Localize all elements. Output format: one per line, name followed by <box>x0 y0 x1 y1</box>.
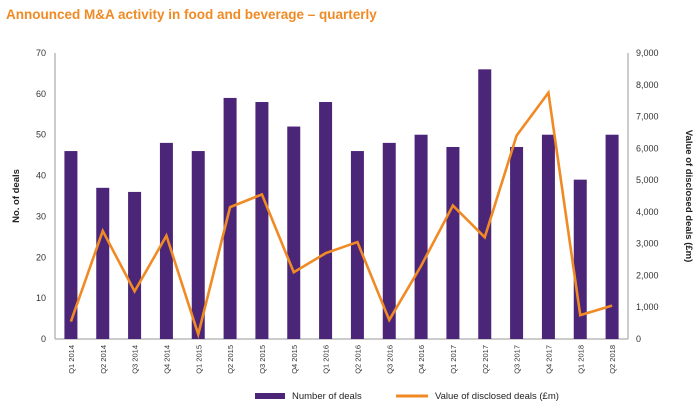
deals-bar <box>414 134 428 339</box>
deals-bar <box>191 151 205 339</box>
x-tick-label: Q3 2015 <box>258 345 267 374</box>
deals-bar <box>287 126 301 340</box>
x-tick-label: Q4 2017 <box>544 345 553 374</box>
x-tick-label: Q2 2015 <box>226 345 235 374</box>
deals-bar <box>605 134 619 339</box>
right-tick-label: 8,000 <box>636 80 659 90</box>
x-tick-label: Q3 2014 <box>131 345 140 374</box>
left-tick-label: 0 <box>41 334 46 344</box>
deals-bar <box>64 151 78 339</box>
right-tick-label: 0 <box>636 334 641 344</box>
x-tick-label: Q1 2015 <box>194 345 203 374</box>
left-tick-label: 30 <box>36 211 46 221</box>
legend: Number of deals Value of disclosed deals … <box>255 391 559 402</box>
deals-bar <box>96 187 110 339</box>
y-axis-title: No. of deals <box>11 169 22 223</box>
x-tick-label: Q3 2016 <box>385 345 394 374</box>
x-tick-label: Q1 2014 <box>67 345 76 374</box>
right-tick-label: 1,000 <box>636 302 659 312</box>
value-line <box>69 89 613 339</box>
left-tick-label: 50 <box>36 130 46 140</box>
right-tick-label: 6,000 <box>636 143 659 153</box>
deals-bar <box>319 102 333 340</box>
right-tick-label: 5,000 <box>636 175 659 185</box>
deals-bar <box>478 69 492 339</box>
legend-label-value: Value of disclosed deals (£m) <box>435 391 559 402</box>
right-tick-label: 9,000 <box>636 48 659 58</box>
x-tick-label: Q2 2017 <box>481 345 490 374</box>
left-tick-label: 70 <box>36 48 46 58</box>
x-tick-label: Q3 2017 <box>513 345 522 374</box>
left-tick-label: 60 <box>36 89 46 99</box>
x-tick-label: Q4 2014 <box>162 345 171 374</box>
left-tick-label: 40 <box>36 171 46 181</box>
x-tick-label: Q2 2016 <box>353 345 362 374</box>
left-tick-label: 10 <box>36 293 46 303</box>
legend-swatch-deals <box>255 393 285 399</box>
x-tick-label: Q2 2014 <box>99 345 108 374</box>
deals-bar <box>159 142 173 339</box>
right-tick-label: 4,000 <box>636 207 659 217</box>
y2-axis-title: Value of disclosed deals (£m) <box>683 130 694 263</box>
legend-label-deals: Number of deals <box>292 391 362 402</box>
deals-bar <box>382 142 396 339</box>
deals-bar <box>510 146 524 339</box>
x-tick-label: Q1 2018 <box>576 345 585 374</box>
x-tick-label: Q4 2016 <box>417 345 426 374</box>
x-tick-label: Q4 2015 <box>290 345 299 374</box>
left-tick-label: 20 <box>36 252 46 262</box>
deals-bar <box>446 146 460 339</box>
right-tick-label: 2,000 <box>636 270 659 280</box>
x-tick-label: Q1 2017 <box>449 345 458 374</box>
x-tick-label: Q1 2016 <box>322 345 331 374</box>
deals-bar <box>541 134 555 339</box>
x-tick-label: Q2 2018 <box>608 345 617 374</box>
chart-title: Announced M&A activity in food and bever… <box>6 7 377 22</box>
right-tick-label: 3,000 <box>636 239 659 249</box>
deals-bar <box>223 97 237 339</box>
deals-bar <box>255 102 269 340</box>
deals-bar <box>128 191 142 339</box>
right-tick-label: 7,000 <box>636 112 659 122</box>
